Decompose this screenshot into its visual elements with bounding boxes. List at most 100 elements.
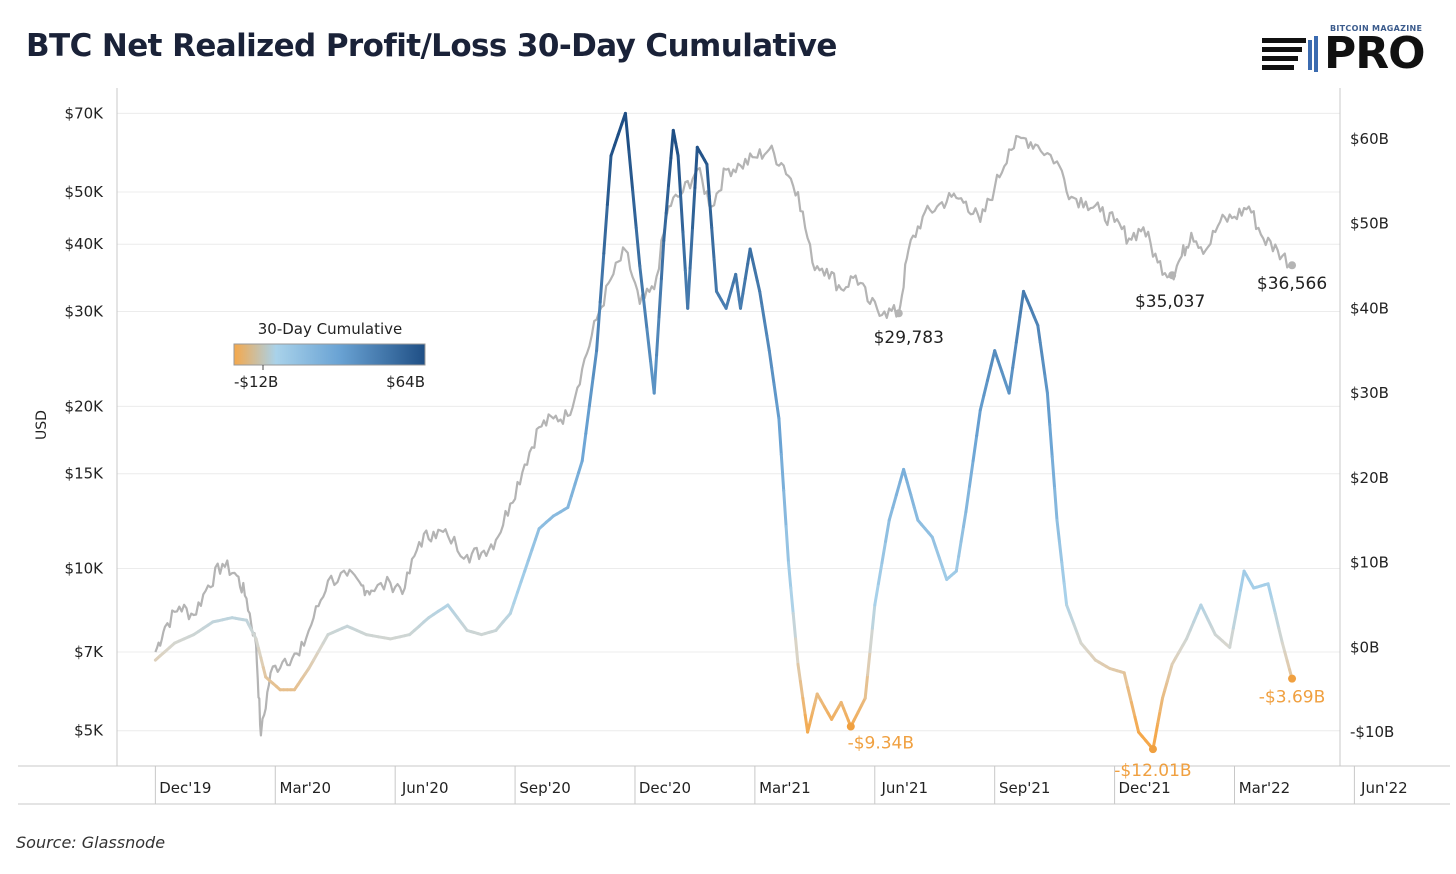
pnl-line-segment [1053,486,1059,522]
pnl-line-segment [1068,613,1076,626]
pnl-line-segment [772,383,778,404]
pnl-line-segment [758,289,764,308]
pnl-line-segment [938,556,945,571]
pnl-line-segment [257,646,263,660]
right-tick-label: -$10B [1350,723,1394,741]
pnl-line-segment [707,194,714,230]
pnl-line-segment [986,364,993,382]
pnl-line-segment [770,366,776,387]
pnl-line-segment [794,637,800,666]
pnl-line-segment [1192,612,1199,624]
pnl-line-segment [1158,696,1164,713]
left-tick-label: $15K [65,465,105,483]
logo-wordmark: PRO [1324,28,1426,79]
source-note: Source: Glassnode [16,833,166,852]
pnl-line-segment [959,525,965,543]
pnl-line-segment [868,626,874,654]
bar-chart-icon [1262,36,1318,72]
pnl-line-segment [912,506,920,522]
pnl-line-segment [902,467,909,484]
pnl-line-segment [577,459,584,475]
pnl-line-segment [1188,620,1196,632]
right-tick-label: $50B [1350,215,1389,233]
pnl-line-segment [982,378,989,397]
pnl-annotation: -$12.01B [1114,761,1191,781]
pnl-line-segment [779,453,786,493]
chart-title: BTC Net Realized Profit/Loss 30-Day Cumu… [26,28,837,64]
pnl-line-segment [1122,671,1130,690]
pnl-line-segment [657,277,663,319]
pnl-line-segment [569,482,577,498]
pnl-line-segment [681,230,687,272]
pnl-line-segment [664,184,670,215]
pnl-line-segment [652,353,659,395]
x-tick-label: Dec'20 [639,779,691,797]
pnl-line-segment [595,300,602,353]
pnl-line-segment [631,188,638,230]
pnl-line-segment [691,186,697,230]
pnl-line-segment [909,493,916,509]
price-marker [894,309,903,318]
pnl-line-segment [508,601,516,615]
pnl-line-segment [645,328,653,363]
pnl-line-segment [894,480,902,497]
pnl-line-segment [580,431,588,463]
pnl-line-segment [863,673,870,700]
pnl-line-segment [512,590,519,605]
pnl-line-segment [1043,374,1049,395]
bitcoin-magazine-pro-logo: BITCOIN MAGAZINE PRO [1262,22,1442,79]
pnl-line-segment [962,510,968,529]
pnl-line-segment [566,494,573,509]
pnl-line-segment [930,535,938,550]
pnl-line-segment [806,721,812,734]
pnl-line-segment [623,111,631,154]
btc-price-line [154,134,1293,737]
pnl-line-segment [655,315,661,357]
pnl-line-segment [808,711,814,725]
pnl-line-segment [876,561,884,586]
left-tick-label: $70K [65,104,105,122]
left-tick-label: $40K [65,235,105,253]
x-tick-label: Jun'20 [401,779,449,797]
price-annotation: $36,566 [1257,274,1327,294]
pnl-line-segment [1057,539,1064,565]
left-tick-label: $5K [74,722,104,740]
pnl-line-segment [777,417,783,456]
pnl-line-segment [1153,722,1160,738]
pnl-line-segment [519,569,527,584]
pnl-line-segment [941,567,949,581]
pnl-line-segment [957,539,963,558]
pnl-line-segment [1038,340,1045,361]
pnl-line-segment [870,603,877,630]
pnl-line-segment [743,262,750,281]
pnl-line-segment [1029,306,1036,319]
pnl-line-segment [584,404,591,435]
pnl-line-segment [254,637,260,650]
pnl-line-segment [1228,626,1235,649]
pnl-line-segment [810,702,817,715]
pnl-line-segment [1007,366,1015,395]
left-tick-label: $7K [74,643,104,661]
x-tick-label: Sep'21 [999,779,1050,797]
pnl-line-segment [964,484,971,514]
pnl-line-segment [1000,370,1007,384]
pnl-line-segment [1185,628,1192,641]
pnl-line-segment [710,226,716,262]
pnl-line-segment [1273,612,1281,630]
x-tick-label: Mar'20 [280,779,332,797]
pnl-line-segment [534,527,541,541]
pnl-line-segment [613,133,620,147]
pnl-line-segment [321,633,330,645]
left-tick-label: $10K [65,560,105,578]
pnl-line-segment [891,493,898,509]
pnl-line-segment [1072,622,1079,636]
pnl-line-segment [312,650,320,662]
left-tick-label: $30K [65,303,105,321]
pnl-line-segment [1022,289,1029,302]
pnl-marker [1148,745,1157,754]
pnl-line-segment [1285,659,1292,672]
pnl-line-segment [259,656,265,669]
pnl-marker [1288,674,1297,683]
pnl-line-segment [316,641,325,654]
x-tick-label: Dec'21 [1118,779,1170,797]
